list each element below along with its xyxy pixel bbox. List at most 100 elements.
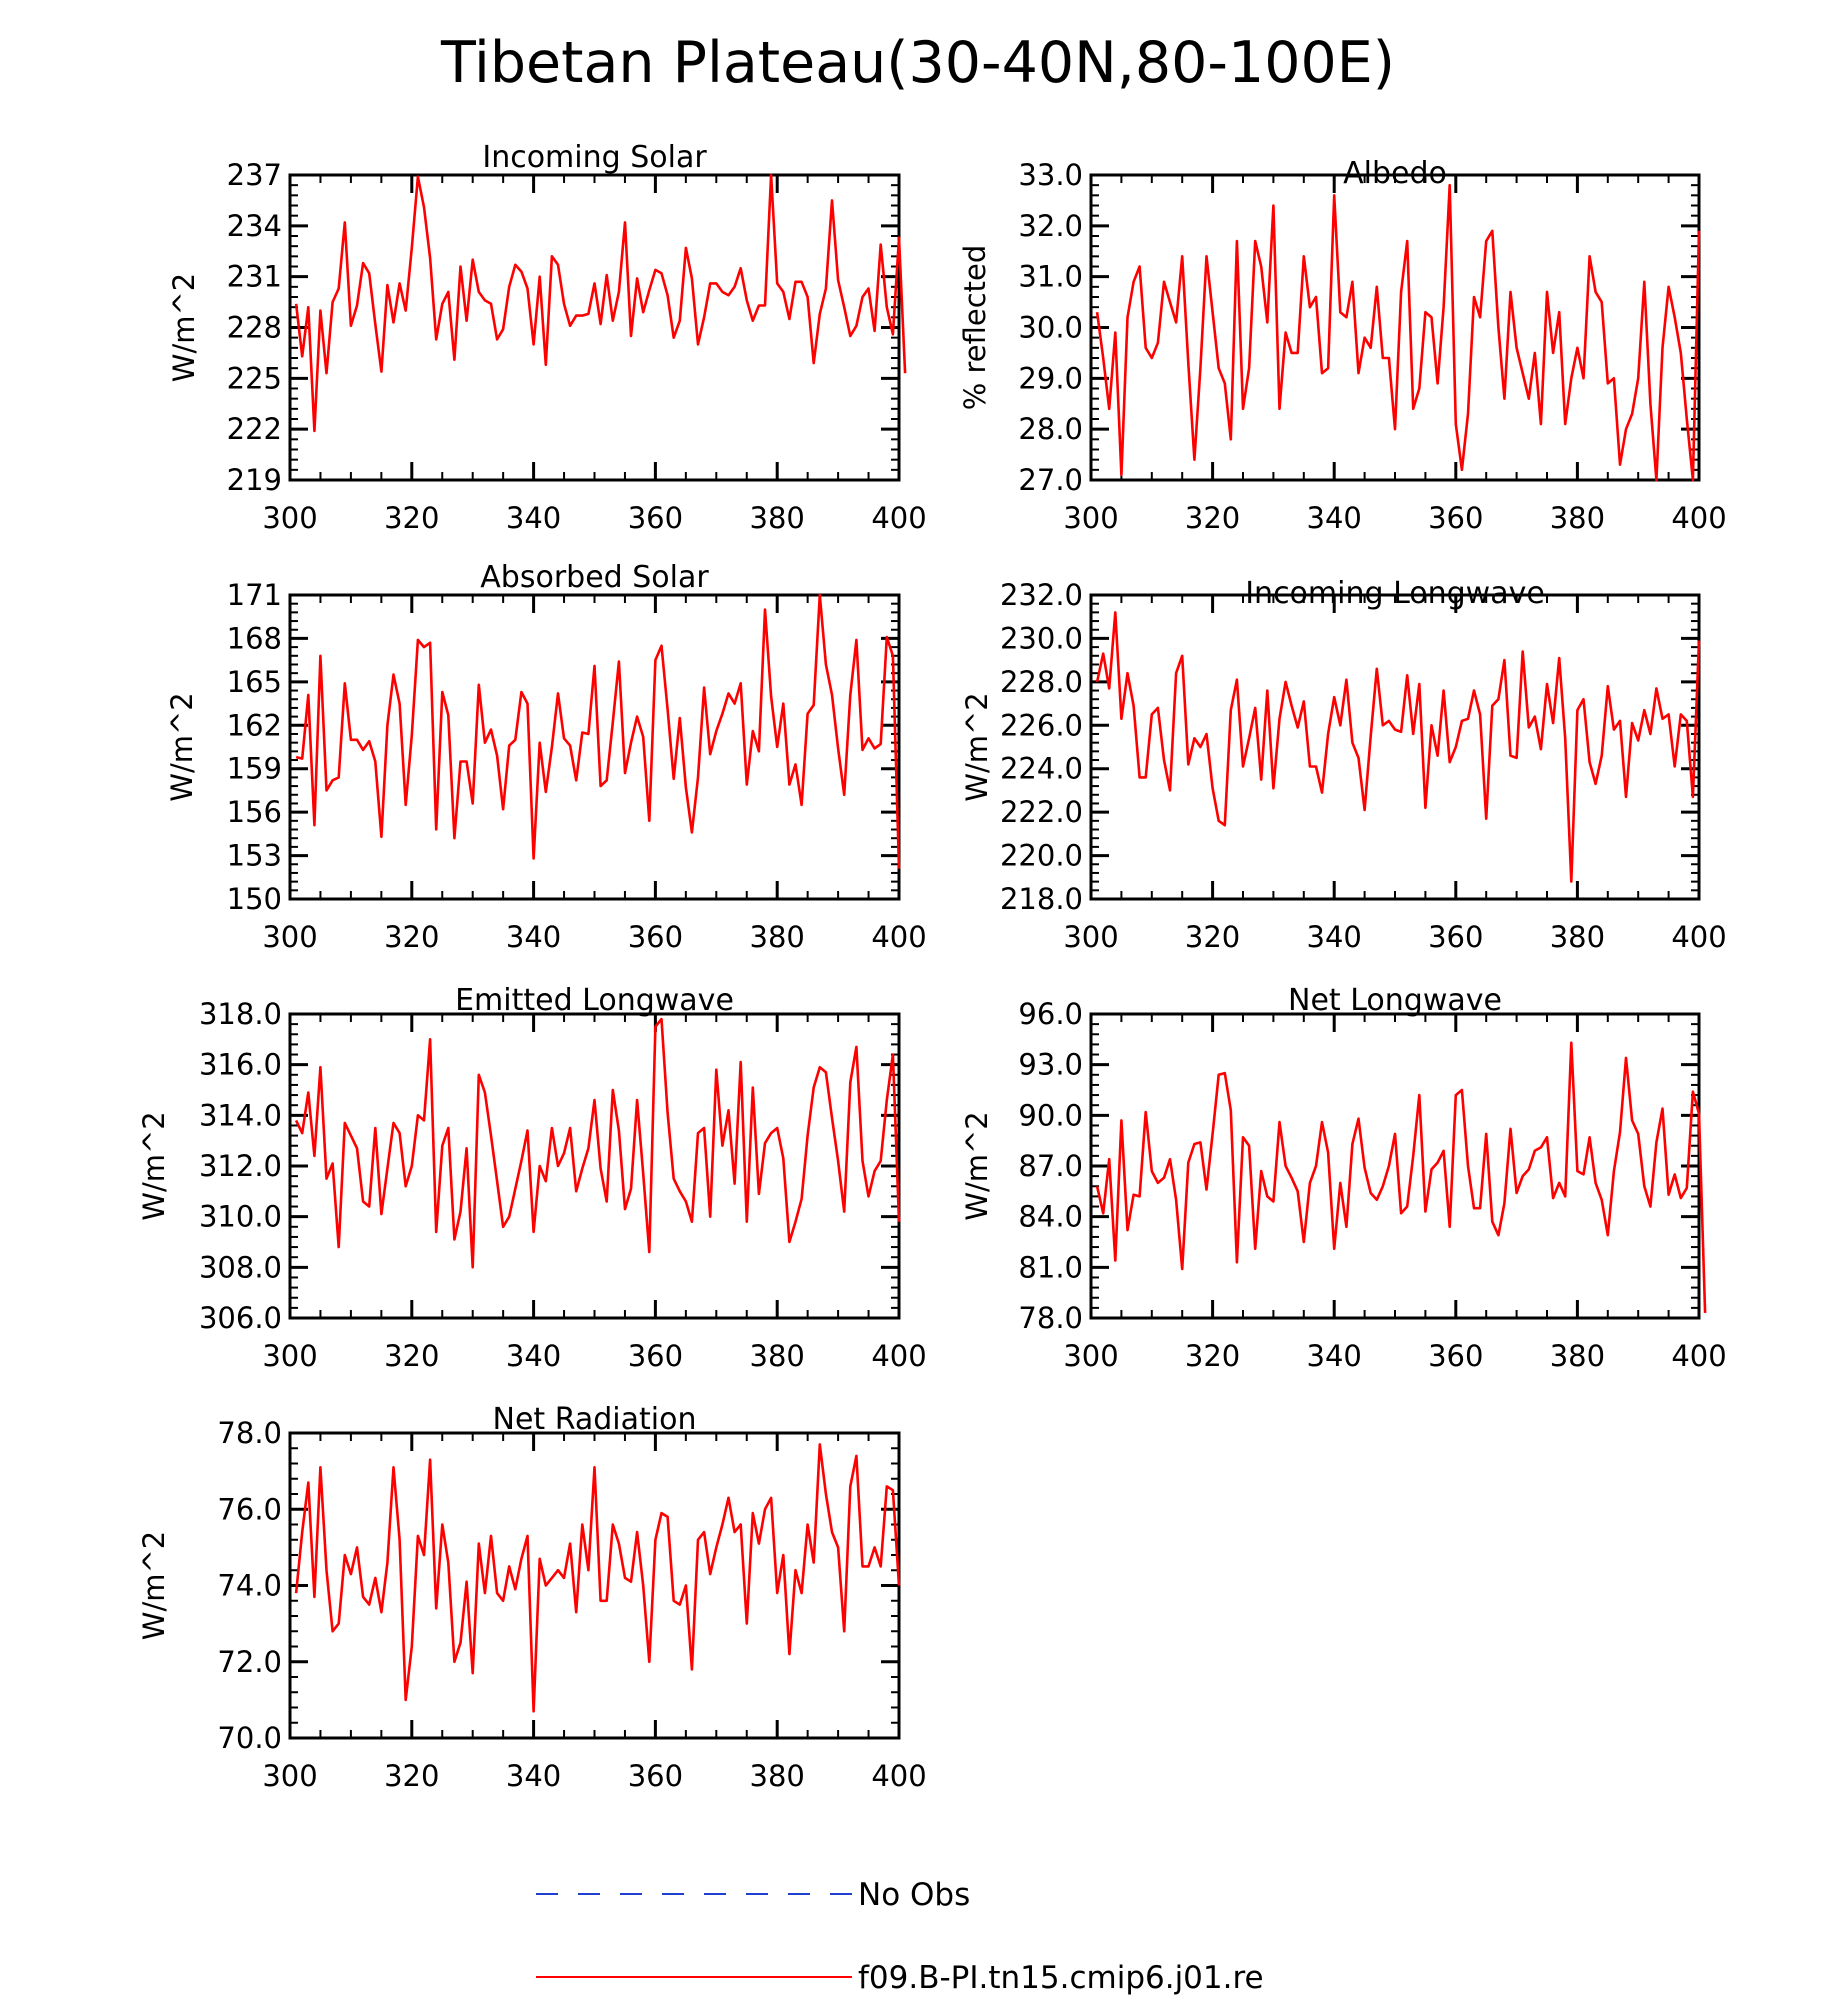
x-tick-label: 380 [1550, 501, 1605, 535]
x-tick-label: 400 [871, 1759, 926, 1793]
y-tick-label: 76.0 [217, 1492, 282, 1526]
y-tick-label: 84.0 [1018, 1200, 1083, 1234]
x-tick-label: 300 [262, 1759, 317, 1793]
x-tick-label: 400 [871, 501, 926, 535]
panel-0: 300 320 340 360 380 400 219 222 225 228 231 234 237 I… [167, 140, 927, 535]
x-tick-label: 400 [871, 1339, 926, 1373]
panel-2: 300 320 340 360 380 400 150 153 156 159 162 165 168 1… [165, 560, 927, 954]
series-line [1095, 183, 1701, 482]
panel-title: Net Radiation [493, 1402, 697, 1437]
x-tick-label: 340 [506, 920, 561, 954]
y-tick-label: 150 [227, 882, 282, 916]
plot-frame [288, 173, 901, 482]
plot-frame [288, 593, 901, 901]
y-tick-label: 32.0 [1018, 209, 1083, 243]
legend-label-model: f09.B-PI.tn15.cmip6.j01.re [858, 1960, 1264, 1996]
x-tick-label: 320 [384, 501, 439, 535]
y-tick-label: 159 [227, 752, 282, 786]
y-axis-label: W/m^2 [165, 692, 199, 801]
y-axis-label: W/m^2 [137, 1531, 171, 1640]
series-line [294, 173, 907, 433]
x-tick-label: 340 [1307, 920, 1362, 954]
series-line [1095, 1041, 1707, 1313]
y-tick-label: 29.0 [1018, 361, 1083, 395]
y-tick-label: 228.0 [1000, 665, 1083, 699]
x-tick-label: 380 [750, 920, 805, 954]
y-tick-label: 96.0 [1018, 997, 1083, 1031]
y-tick-label: 93.0 [1018, 1048, 1083, 1082]
x-tick-label: 360 [1428, 1339, 1483, 1373]
y-tick-label: 231 [227, 260, 282, 294]
y-tick-label: 78.0 [1018, 1301, 1083, 1335]
y-tick-label: 171 [227, 578, 282, 612]
panel-5: 300 320 340 360 380 400 78.0 81.0 84.0 87.0 90.0 93… [960, 983, 1727, 1373]
panel-title: Albedo [1343, 156, 1447, 191]
y-tick-label: 81.0 [1018, 1250, 1083, 1284]
plot-frame [1089, 1012, 1701, 1320]
panel-title: Net Longwave [1288, 983, 1502, 1018]
x-tick-label: 400 [1671, 501, 1726, 535]
y-tick-label: 314.0 [199, 1098, 282, 1132]
panel-3: 300 320 340 360 380 400 218.0 220.0 222.0 224.0 22… [960, 576, 1727, 954]
y-tick-label: 310.0 [199, 1200, 282, 1234]
y-axis-label: % reflected [958, 245, 992, 411]
x-tick-label: 320 [384, 920, 439, 954]
series-line [295, 593, 901, 869]
x-tick-label: 360 [628, 920, 683, 954]
x-tick-label: 320 [384, 1339, 439, 1373]
x-tick-label: 400 [871, 920, 926, 954]
y-tick-label: 318.0 [199, 997, 282, 1031]
x-tick-label: 360 [628, 1339, 683, 1373]
y-tick-label: 228 [227, 311, 282, 345]
y-axis-label: W/m^2 [960, 692, 994, 801]
y-tick-label: 165 [227, 665, 282, 699]
panel-title: Absorbed Solar [480, 560, 709, 595]
y-tick-label: 90.0 [1018, 1098, 1083, 1132]
panel-grid: 300 320 340 360 380 400 219 222 225 228 231 234 237 I… [137, 140, 1727, 1793]
plot-frame [1089, 173, 1701, 482]
x-tick-label: 300 [262, 501, 317, 535]
x-tick-label: 340 [1307, 1339, 1362, 1373]
x-tick-label: 380 [1550, 920, 1605, 954]
x-tick-label: 320 [1185, 501, 1240, 535]
y-axis-label: W/m^2 [137, 1111, 171, 1220]
y-tick-label: 33.0 [1018, 158, 1083, 192]
y-axis-label: W/m^2 [960, 1111, 994, 1220]
y-tick-label: 27.0 [1018, 463, 1083, 497]
y-tick-label: 28.0 [1018, 412, 1083, 446]
y-tick-label: 162 [227, 708, 282, 742]
x-tick-label: 300 [1063, 920, 1118, 954]
y-tick-label: 168 [227, 621, 282, 655]
plot-frame [288, 1012, 901, 1320]
y-tick-label: 222.0 [1000, 795, 1083, 829]
x-tick-label: 400 [1671, 1339, 1726, 1373]
x-tick-label: 340 [1307, 501, 1362, 535]
x-tick-label: 380 [750, 1759, 805, 1793]
panel-title: Incoming Solar [482, 140, 707, 175]
y-tick-label: 308.0 [199, 1250, 282, 1284]
y-tick-label: 312.0 [199, 1149, 282, 1183]
series-line [294, 1443, 901, 1713]
y-tick-label: 78.0 [217, 1416, 282, 1450]
x-tick-label: 320 [1185, 920, 1240, 954]
x-tick-label: 300 [1063, 1339, 1118, 1373]
y-tick-label: 70.0 [217, 1721, 282, 1755]
y-tick-label: 224.0 [1000, 752, 1083, 786]
y-tick-label: 306.0 [199, 1301, 282, 1335]
legend: No Obs f09.B-PI.tn15.cmip6.j01.re [536, 1877, 1264, 1996]
y-tick-label: 74.0 [217, 1569, 282, 1603]
x-tick-label: 360 [1428, 920, 1483, 954]
y-tick-label: 232.0 [1000, 578, 1083, 612]
legend-label-no-obs: No Obs [858, 1877, 970, 1913]
x-tick-label: 360 [1428, 501, 1483, 535]
x-tick-label: 380 [750, 1339, 805, 1373]
panel-1: 300 320 340 360 380 400 27.0 28.0 29.0 30.0 31.0 32… [958, 156, 1727, 535]
x-tick-label: 340 [506, 1759, 561, 1793]
y-tick-label: 156 [227, 795, 282, 829]
series-line [294, 1017, 901, 1269]
y-tick-label: 218.0 [1000, 882, 1083, 916]
x-tick-label: 300 [1063, 501, 1118, 535]
y-tick-label: 219 [227, 463, 282, 497]
x-tick-label: 400 [1671, 920, 1726, 954]
